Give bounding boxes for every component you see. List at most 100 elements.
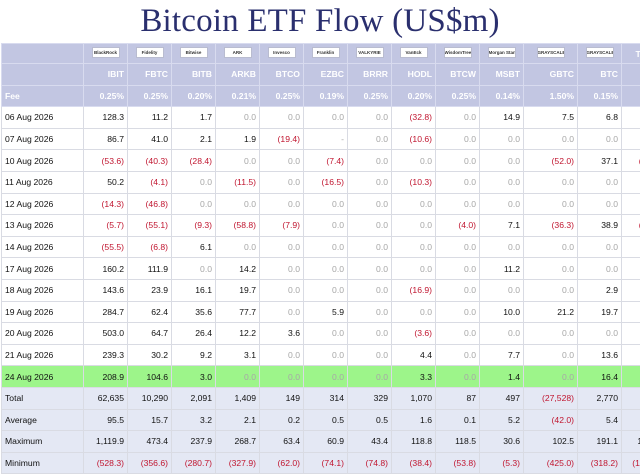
summary-cell: 329 — [348, 387, 392, 409]
ticker-header: MSBT — [480, 64, 524, 86]
summary-row: Minimum(528.3)(356.6)(280.7)(327.9)(62.0… — [2, 452, 640, 474]
flow-cell: 0.0 — [348, 107, 392, 129]
row-date: 19 Aug 2026 — [2, 301, 84, 323]
flow-cell: (55.5) — [84, 236, 128, 258]
summary-cell: 1,409 — [216, 387, 260, 409]
summary-cell: 2,091 — [172, 387, 216, 409]
flow-cell: 0.0 — [260, 171, 304, 193]
flow-cell: 0.0 — [304, 107, 348, 129]
flow-cell: 0.0 — [392, 193, 436, 215]
flow-cell: 0.0 — [304, 215, 348, 237]
fee-cell: 1.50% — [524, 85, 578, 107]
flow-cell: 7.7 — [480, 344, 524, 366]
ticker-header: GBTC — [524, 64, 578, 86]
flow-cell: 1.4 — [480, 366, 524, 388]
flow-cell: 21.2 — [524, 301, 578, 323]
flow-cell: 14.9 — [480, 107, 524, 129]
flow-cell: (4.1) — [128, 171, 172, 193]
flow-cell: (7.9) — [260, 215, 304, 237]
flow-cell: 0.0 — [216, 107, 260, 129]
flow-cell: 0.0 — [172, 171, 216, 193]
row-date: 11 Aug 2026 — [2, 171, 84, 193]
summary-cell: 95.5 — [84, 409, 128, 431]
flow-cell: 0.0 — [480, 193, 524, 215]
summary-total: (1,113.7) — [622, 452, 640, 474]
flow-cell: 503.0 — [84, 323, 128, 345]
flow-cell: 0.0 — [436, 366, 480, 388]
flow-cell: 0.0 — [216, 366, 260, 388]
summary-cell: 314 — [304, 387, 348, 409]
row-date: 10 Aug 2026 — [2, 150, 84, 172]
row-date: 24 Aug 2026 — [2, 366, 84, 388]
summary-label: Total — [2, 387, 84, 409]
summary-label: Minimum — [2, 452, 84, 474]
summary-total: 54,113 — [622, 387, 640, 409]
summary-cell: 473.4 — [128, 431, 172, 453]
summary-cell: (425.0) — [524, 452, 578, 474]
fee-cell: 0.20% — [392, 85, 436, 107]
row-total: 307.5 — [622, 344, 640, 366]
summary-cell: (62.0) — [260, 452, 304, 474]
issuer-logo-icon: Franklin — [312, 47, 340, 58]
summary-cell: 62,635 — [84, 387, 128, 409]
summary-cell: 1,070 — [392, 387, 436, 409]
flow-cell: 7.1 — [480, 215, 524, 237]
flow-cell: (16.5) — [304, 171, 348, 193]
issuer-logo-icon: Fidelity — [136, 47, 164, 58]
summary-cell: (74.1) — [304, 452, 348, 474]
flow-cell: 0.0 — [524, 279, 578, 301]
fee-cell: 0.25% — [436, 85, 480, 107]
flow-cell: 0.0 — [480, 171, 524, 193]
issuer-logo-icon: Morgan Stanley — [488, 47, 516, 58]
ticker-header: FBTC — [128, 64, 172, 86]
flow-cell: 0.0 — [392, 258, 436, 280]
flow-cell: 0.0 — [348, 301, 392, 323]
flow-cell: 0.0 — [348, 215, 392, 237]
flow-cell: 0.0 — [392, 301, 436, 323]
issuer-logo-cell: Bitwise — [172, 44, 216, 64]
issuer-logo-icon: GRAYSCALE — [537, 47, 565, 58]
flow-cell: 7.5 — [524, 107, 578, 129]
summary-cell: 0.5 — [348, 409, 392, 431]
summary-cell: 3.2 — [172, 409, 216, 431]
row-total: 101.7 — [622, 128, 640, 150]
issuer-logo-icon: WisdomTree — [444, 47, 472, 58]
flow-cell: 0.0 — [260, 279, 304, 301]
summary-cell: 191.1 — [578, 431, 622, 453]
row-date: 12 Aug 2026 — [2, 193, 84, 215]
flow-cell: 3.1 — [216, 344, 260, 366]
flow-cell: 0.0 — [436, 344, 480, 366]
flow-cell: 11.2 — [128, 107, 172, 129]
flow-cell: 0.0 — [578, 128, 622, 150]
summary-cell: 87 — [436, 387, 480, 409]
flow-cell: 0.0 — [436, 279, 480, 301]
flow-cell: 284.7 — [84, 301, 128, 323]
row-total: 606.3 — [622, 323, 640, 345]
ticker-header: HODL — [392, 64, 436, 86]
flow-cell: 0.0 — [436, 323, 480, 345]
fee-cell: 0.14% — [480, 85, 524, 107]
fee-cell: 0.21% — [216, 85, 260, 107]
flow-cell: (14.3) — [84, 193, 128, 215]
flow-cell: 0.0 — [348, 279, 392, 301]
flow-cell: 5.9 — [304, 301, 348, 323]
summary-cell: 43.4 — [348, 431, 392, 453]
summary-cell: 5.4 — [578, 409, 622, 431]
flow-cell: 11.2 — [480, 258, 524, 280]
summary-total: 1,373.8 — [622, 431, 640, 453]
table-row: 13 Aug 2026(5.7)(55.1)(9.3)(58.8)(7.9)0.… — [2, 215, 640, 237]
flow-cell: 0.0 — [436, 171, 480, 193]
flow-cell: 0.0 — [436, 107, 480, 129]
flow-cell: 0.0 — [348, 323, 392, 345]
flow-cell: 0.0 — [304, 366, 348, 388]
fee-cell: 0.25% — [84, 85, 128, 107]
